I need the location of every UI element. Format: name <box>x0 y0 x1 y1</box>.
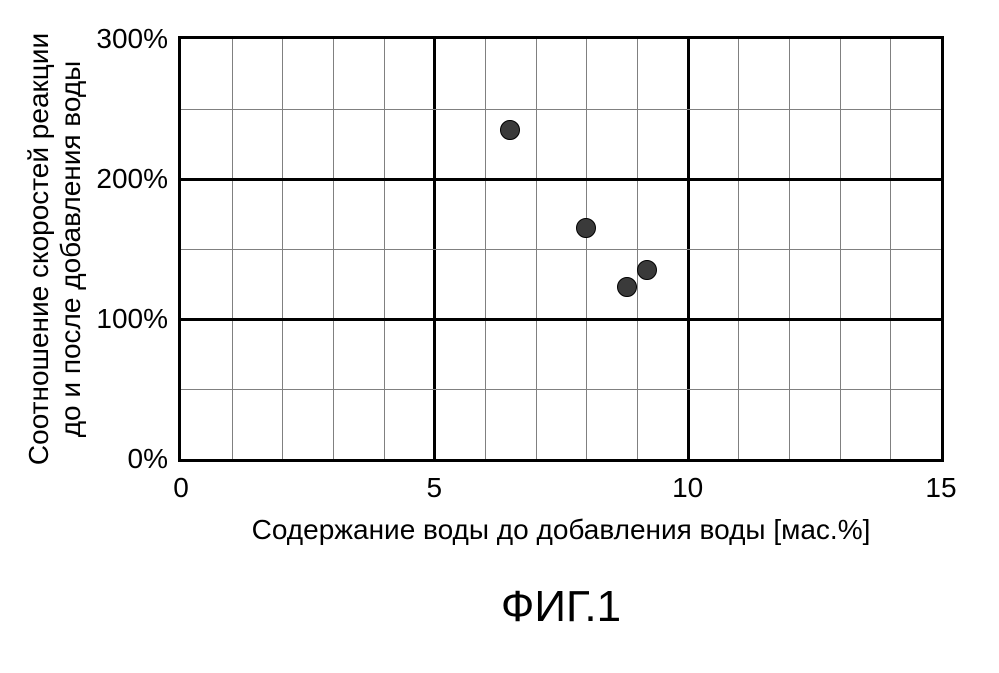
x-tick-label: 15 <box>925 472 956 504</box>
y-axis-label-line1: Соотношение скоростей реакции <box>23 33 54 465</box>
x-tick-label: 0 <box>173 472 189 504</box>
gridline-horizontal-major <box>181 318 941 321</box>
y-tick-label: 200% <box>96 163 168 195</box>
data-point <box>576 218 596 238</box>
x-tick-label: 10 <box>672 472 703 504</box>
gridline-horizontal <box>181 389 941 390</box>
gridline-horizontal <box>181 109 941 110</box>
y-tick-label: 0% <box>128 443 168 475</box>
gridline-horizontal-major <box>181 178 941 181</box>
x-tick-label: 5 <box>427 472 443 504</box>
y-tick-label: 100% <box>96 303 168 335</box>
x-axis-label: Содержание воды до добавления воды [мас.… <box>252 514 871 546</box>
data-point <box>617 277 637 297</box>
plot-area <box>178 36 944 462</box>
y-axis-label: Соотношение скоростей реакции до и после… <box>23 33 87 465</box>
data-point <box>500 120 520 140</box>
y-tick-label: 300% <box>96 23 168 55</box>
figure-caption: ФИГ.1 <box>501 582 621 632</box>
data-point <box>637 260 657 280</box>
y-axis-label-line2: до и после добавления воды <box>55 61 86 438</box>
gridline-horizontal <box>181 249 941 250</box>
figure: Соотношение скоростей реакции до и после… <box>0 0 999 673</box>
